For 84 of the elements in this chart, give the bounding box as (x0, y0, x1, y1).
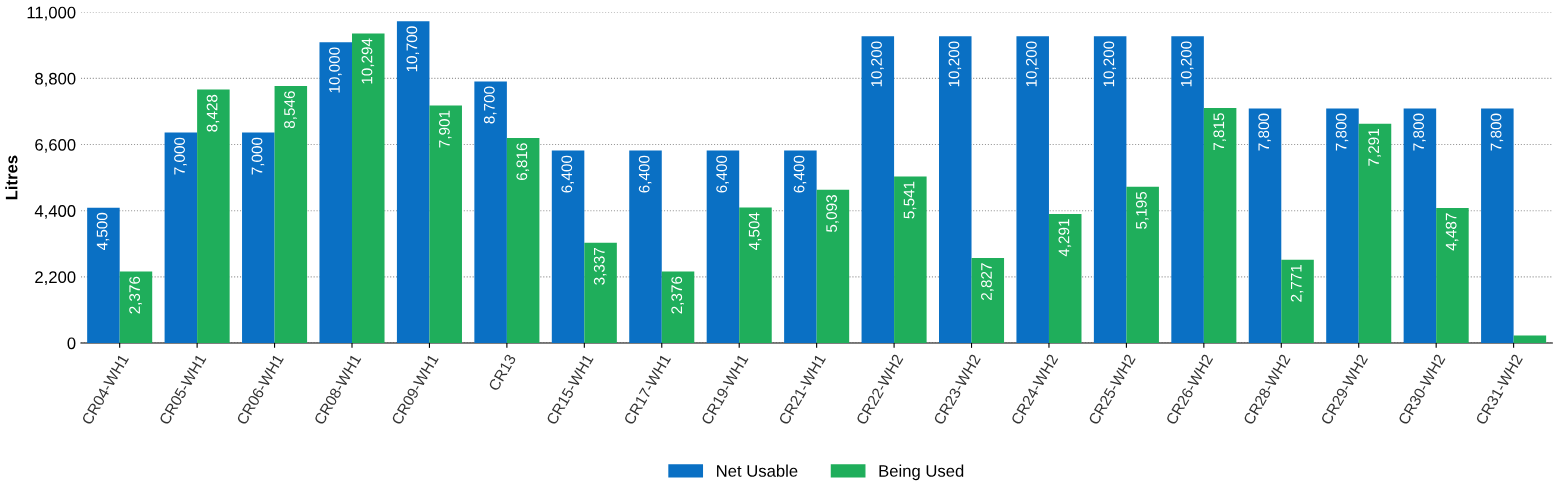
bar (1281, 259, 1314, 343)
bar (1171, 36, 1204, 343)
bar (352, 33, 385, 343)
bar (87, 207, 120, 343)
data-label: 2,771 (1290, 264, 1304, 302)
bar (1248, 108, 1282, 343)
bar (119, 271, 153, 343)
bar (584, 242, 617, 343)
data-label: 5,093 (826, 195, 839, 232)
data-label: 10,200 (871, 41, 884, 87)
y-tick-label: 6,600 (35, 138, 76, 153)
data-label: 3,337 (593, 247, 607, 285)
data-label: 4,500 (96, 212, 110, 251)
data-label: 2,376 (129, 276, 142, 314)
bar (816, 189, 850, 343)
data-label: 6,400 (793, 155, 807, 193)
data-label: 7,291 (1368, 129, 1381, 166)
data-label: 10,200 (1103, 41, 1117, 87)
bar (429, 105, 462, 343)
y-tick-label: 4,400 (34, 205, 76, 219)
bar (894, 176, 927, 343)
bar (197, 89, 230, 343)
data-label: 4,487 (1445, 213, 1459, 251)
data-label: 10,200 (1180, 41, 1194, 87)
bar (1403, 108, 1437, 343)
data-label: 4,291 (1058, 219, 1072, 257)
data-label: 6,400 (716, 155, 729, 193)
legend-label: Net Usable (717, 464, 798, 477)
bar (784, 150, 817, 343)
data-label: 2,827 (981, 263, 994, 300)
legend-label: Being Used (879, 464, 964, 481)
data-label: 4,504 (748, 212, 762, 250)
data-label: 8,428 (206, 94, 220, 132)
bar (861, 36, 895, 343)
data-label: 6,400 (638, 155, 652, 193)
bar (1048, 213, 1082, 343)
data-label: 8,546 (284, 91, 297, 129)
y-axis-title: Litres (5, 155, 18, 200)
bar (474, 81, 507, 343)
bar (1326, 108, 1359, 343)
data-label: 2,376 (671, 276, 684, 314)
y-tick-label: 2,200 (35, 271, 76, 286)
y-tick-label: 0 (67, 337, 76, 350)
data-label: 7,000 (251, 137, 265, 175)
y-tick-label: 11,000 (27, 6, 76, 21)
bar (274, 86, 308, 343)
data-label: 7,000 (174, 137, 187, 175)
data-label: 10,200 (948, 41, 962, 87)
bar (939, 36, 972, 343)
data-label: 10,200 (1025, 41, 1039, 87)
bar (1203, 108, 1237, 343)
bar (164, 132, 198, 343)
bar (706, 150, 740, 343)
bar (396, 21, 430, 343)
data-label: 7,800 (1335, 113, 1349, 151)
data-label: 5,541 (903, 181, 917, 219)
bar (739, 207, 772, 343)
bar (1358, 123, 1392, 343)
bar (319, 42, 352, 343)
bar (551, 150, 585, 343)
data-label: 8,700 (483, 86, 497, 124)
data-label: 6,400 (561, 155, 574, 193)
bar (971, 258, 1005, 343)
bar (1093, 36, 1127, 343)
bar (1513, 335, 1547, 343)
data-label: 7,800 (1413, 113, 1426, 151)
bar (1481, 108, 1514, 343)
bar (1016, 36, 1049, 343)
data-label: 6,816 (516, 143, 530, 181)
data-label: 5,195 (1135, 191, 1149, 229)
data-label: 7,800 (1258, 113, 1271, 151)
bar (629, 150, 662, 343)
data-label: 7,815 (1213, 113, 1227, 150)
data-label: 10,000 (329, 47, 342, 93)
bar (1436, 208, 1469, 343)
data-label: 10,700 (406, 26, 420, 72)
data-label: 7,800 (1490, 113, 1504, 151)
bar (242, 132, 275, 343)
bar (506, 138, 540, 343)
y-tick-label: 8,800 (35, 72, 76, 87)
data-label: 7,901 (438, 110, 452, 148)
bar (661, 271, 695, 343)
bar (1126, 186, 1159, 343)
data-label: 10,294 (361, 38, 375, 84)
